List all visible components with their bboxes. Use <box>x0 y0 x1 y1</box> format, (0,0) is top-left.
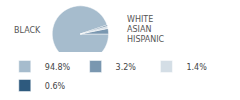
svg-text:ASIAN: ASIAN <box>127 25 151 34</box>
svg-text:0.6%: 0.6% <box>45 82 66 91</box>
svg-text:HISPANIC: HISPANIC <box>127 35 165 44</box>
svg-text:BLACK: BLACK <box>14 26 41 35</box>
svg-text:94.8%: 94.8% <box>45 63 71 72</box>
svg-text:3.2%: 3.2% <box>116 63 137 72</box>
svg-text:1.4%: 1.4% <box>186 63 207 72</box>
svg-text:WHITE: WHITE <box>127 15 153 24</box>
